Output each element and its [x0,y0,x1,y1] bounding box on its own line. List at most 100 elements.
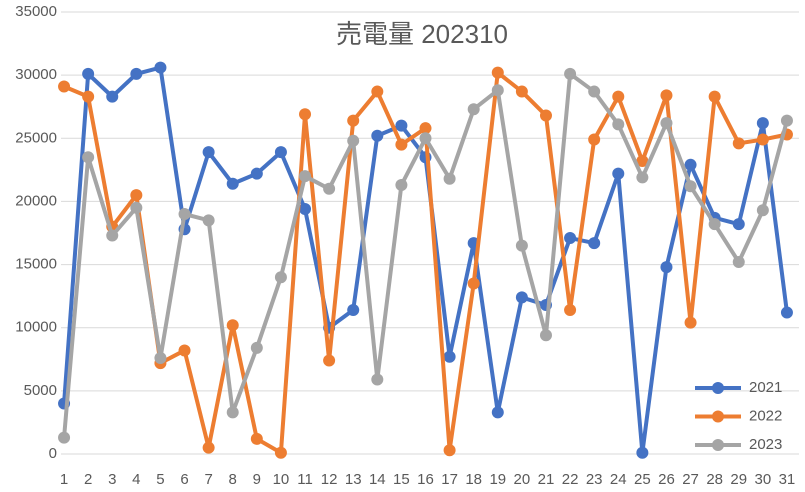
point [756,117,769,130]
point [443,444,456,457]
y-tick-label: 5000 [24,382,57,399]
point [130,189,143,202]
y-tick-label: 15000 [15,256,57,273]
x-tick-label: 17 [441,471,458,488]
point [130,201,143,214]
x-tick-label: 5 [156,471,164,488]
point [130,67,143,80]
point [612,118,625,131]
point [347,114,360,127]
point [636,446,649,459]
point [636,155,649,168]
point [82,67,95,80]
y-tick-label: 25000 [15,129,57,146]
point [684,316,697,329]
x-tick-label: 31 [779,471,796,488]
point [780,306,793,319]
point [588,237,601,250]
point [564,67,577,80]
point [564,232,577,245]
point [684,180,697,193]
point [756,133,769,146]
point [274,271,287,284]
y-tick-label: 30000 [15,66,57,83]
point [419,132,432,145]
point [732,137,745,150]
x-tick-label: 25 [634,471,651,488]
point [515,85,528,98]
x-tick-label: 15 [393,471,410,488]
point [660,261,673,274]
point [82,90,95,103]
point [467,103,480,116]
point [419,122,432,135]
point [708,90,721,103]
point [539,329,552,342]
x-tick-label: 21 [538,471,555,488]
point [274,146,287,159]
point [250,341,263,354]
x-tick-label: 19 [489,471,506,488]
legend-marker [712,410,724,423]
point [299,203,312,216]
point [226,177,239,190]
x-tick-label: 20 [514,471,531,488]
point [202,146,215,159]
x-tick-label: 13 [345,471,362,488]
x-tick-label: 14 [369,471,386,488]
point [443,172,456,185]
point [106,229,119,242]
x-tick-label: 28 [706,471,723,488]
x-tick-label: 6 [180,471,188,488]
point [780,114,793,127]
point [250,432,263,445]
y-tick-label: 35000 [15,3,57,20]
point [226,406,239,419]
point [539,109,552,122]
point [732,218,745,231]
legend-marker [712,439,724,451]
point [515,291,528,304]
point [564,304,577,317]
point [323,182,336,195]
point [154,61,167,74]
legend-label: 2022 [749,407,782,424]
x-tick-label: 2 [84,471,92,488]
x-tick-label: 9 [253,471,261,488]
y-tick-label: 20000 [15,192,57,209]
point [106,90,119,103]
x-tick-label: 3 [108,471,116,488]
x-tick-label: 29 [730,471,747,488]
point [371,129,384,142]
point [299,108,312,121]
point [58,431,71,444]
point [636,171,649,184]
point [395,119,408,132]
x-tick-label: 12 [321,471,338,488]
point [82,151,95,164]
x-tick-label: 22 [562,471,579,488]
point [588,85,601,98]
point [684,158,697,171]
x-tick-label: 24 [610,471,627,488]
point [178,344,191,357]
chart-title: 売電量 202310 [336,19,508,49]
x-tick-label: 4 [132,471,140,488]
point [467,277,480,290]
point [347,304,360,317]
x-tick-label: 10 [273,471,290,488]
point [154,352,167,365]
point [708,218,721,231]
x-tick-label: 30 [755,471,772,488]
point [371,85,384,98]
point [491,66,504,79]
point [491,406,504,419]
point [58,80,71,93]
point [756,204,769,217]
x-tick-label: 18 [465,471,482,488]
point [347,134,360,147]
point [299,170,312,183]
point [395,179,408,192]
point [250,167,263,180]
point [395,138,408,151]
